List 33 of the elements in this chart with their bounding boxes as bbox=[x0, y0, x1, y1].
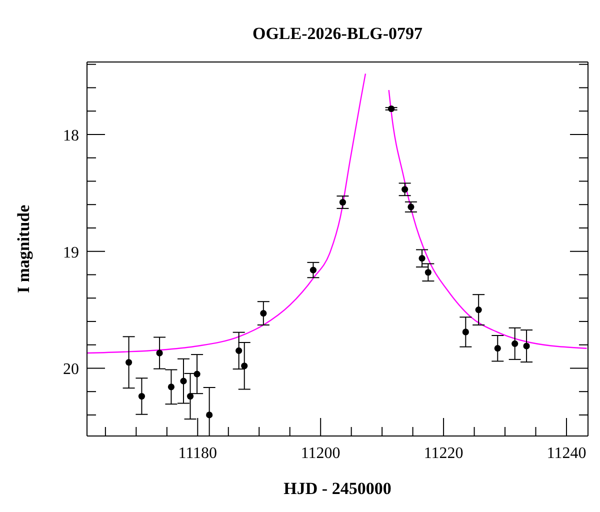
point bbox=[310, 266, 317, 274]
point bbox=[180, 378, 187, 384]
point bbox=[241, 362, 248, 370]
point bbox=[408, 204, 414, 210]
y-tick-label: 20 bbox=[63, 361, 79, 378]
x-tick-label: 11220 bbox=[424, 445, 464, 462]
y-tick-label: 18 bbox=[63, 127, 79, 144]
point bbox=[339, 198, 346, 206]
point bbox=[168, 384, 175, 390]
point bbox=[512, 340, 518, 347]
y-axis-title: I magnitude bbox=[14, 204, 34, 294]
point bbox=[156, 350, 163, 356]
y-tick-label: 19 bbox=[63, 244, 79, 262]
point bbox=[418, 255, 426, 262]
point bbox=[494, 345, 501, 352]
point bbox=[260, 310, 267, 317]
x-tick-label: 11200 bbox=[300, 445, 340, 462]
point bbox=[424, 269, 432, 276]
point bbox=[475, 306, 482, 314]
point bbox=[462, 328, 469, 336]
point bbox=[523, 342, 530, 350]
x-tick-label: 11240 bbox=[546, 445, 586, 462]
point bbox=[126, 359, 132, 366]
x-axis-title: HJD - 2450000 bbox=[284, 479, 392, 498]
point bbox=[236, 347, 242, 354]
point bbox=[206, 412, 213, 418]
point bbox=[194, 370, 200, 378]
chart-title: OGLE-2026-BLG-0797 bbox=[251, 24, 424, 44]
point bbox=[388, 105, 395, 112]
point bbox=[402, 186, 408, 193]
point bbox=[138, 392, 146, 400]
point bbox=[186, 392, 194, 400]
x-tick-label: 11180 bbox=[178, 445, 218, 462]
